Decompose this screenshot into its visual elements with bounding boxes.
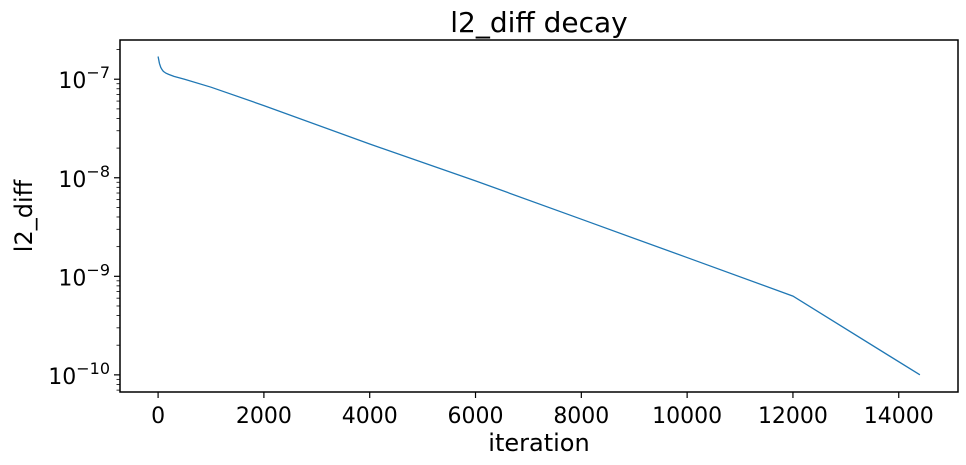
y-axis-label: l2_diff: [10, 179, 38, 252]
x-tick-label: 8000: [553, 404, 609, 429]
x-tick-label: 6000: [448, 404, 504, 429]
x-tick-label: 14000: [864, 404, 934, 429]
y-tick-label: 10−10: [48, 359, 110, 390]
x-tick-label: 0: [151, 404, 165, 429]
y-axis-ticks: 10−10 10−9 10−8 10−7: [48, 49, 120, 391]
series-layer: [157, 56, 921, 376]
plot-frame: [119, 39, 959, 393]
y-tick-label: 10−7: [58, 63, 110, 94]
x-axis-label: iteration: [488, 429, 589, 457]
series-line-0: [157, 56, 921, 376]
x-tick-label: 2000: [236, 404, 292, 429]
y-tick-label: 10−8: [58, 162, 110, 193]
x-tick-label: 10000: [652, 404, 722, 429]
x-tick-label: 4000: [342, 404, 398, 429]
x-tick-label: 12000: [758, 404, 828, 429]
y-tick-label: 10−9: [58, 260, 110, 291]
x-axis-ticks: 0 2000 4000 6000 8000 10000 12000 14000: [151, 392, 934, 429]
chart-title: l2_diff decay: [450, 6, 627, 39]
